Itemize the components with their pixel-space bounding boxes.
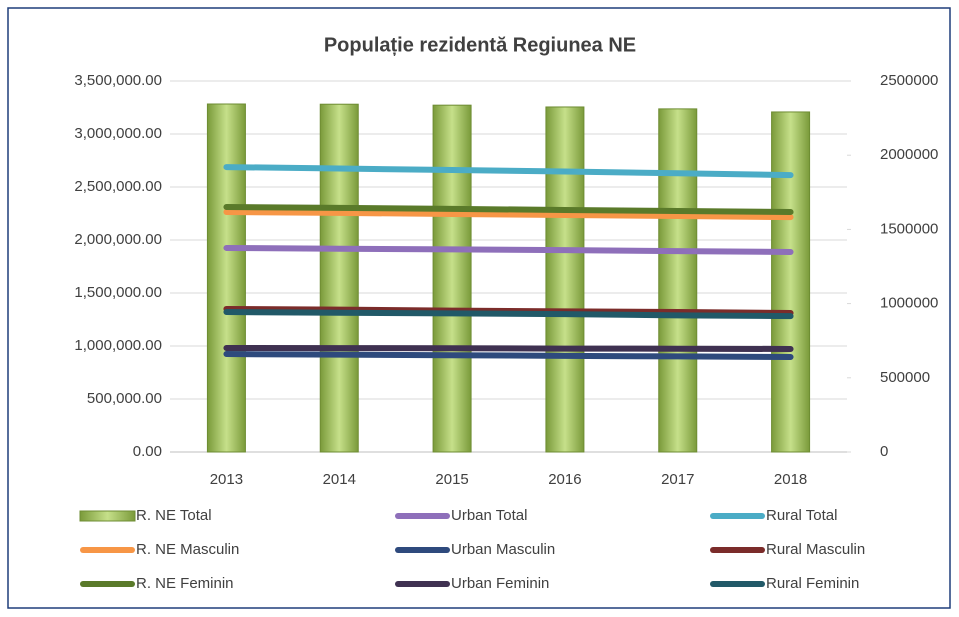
legend-label: R. NE Total xyxy=(136,507,212,524)
bar xyxy=(658,108,698,453)
bar xyxy=(206,103,246,453)
bar xyxy=(319,103,359,453)
y-tick-label: 3,500,000.00 xyxy=(74,72,162,89)
x-tick-label: 2013 xyxy=(210,471,243,488)
line-series xyxy=(223,351,794,361)
line-series xyxy=(223,203,794,216)
chart-title: Populație rezidentă Regiunea NE xyxy=(324,34,636,56)
y-tick-label: 1,500,000.00 xyxy=(74,284,162,301)
y2-tick-label: 1500000 xyxy=(880,220,938,237)
y-tick-label: 1,000,000.00 xyxy=(74,337,162,354)
line-series xyxy=(223,344,794,353)
y-tick-label: 0.00 xyxy=(133,443,162,460)
legend-label: Rural Masculin xyxy=(766,541,865,558)
bar xyxy=(771,111,811,453)
line-series xyxy=(223,164,794,179)
legend-label: R. NE Masculin xyxy=(136,541,239,558)
x-tick-label: 2016 xyxy=(548,471,581,488)
y2-tick-label: 2000000 xyxy=(880,146,938,163)
y2-tick-label: 0 xyxy=(880,443,888,460)
legend-swatch xyxy=(79,510,136,522)
y2-tick-label: 500000 xyxy=(880,369,930,386)
y2-tick-label: 1000000 xyxy=(880,295,938,312)
x-tick-label: 2017 xyxy=(661,471,694,488)
x-tick-label: 2018 xyxy=(774,471,807,488)
legend-label: Urban Feminin xyxy=(451,575,549,592)
x-tick-label: 2014 xyxy=(323,471,356,488)
line-series xyxy=(223,244,794,255)
x-tick-label: 2015 xyxy=(435,471,468,488)
legend-label: Rural Feminin xyxy=(766,575,859,592)
y-tick-label: 500,000.00 xyxy=(87,390,162,407)
legend-label: R. NE Feminin xyxy=(136,575,234,592)
bar xyxy=(432,104,472,453)
legend-label: Rural Total xyxy=(766,507,837,524)
line-series xyxy=(223,309,794,320)
bar xyxy=(545,106,585,453)
y-tick-label: 2,000,000.00 xyxy=(74,231,162,248)
line-series xyxy=(223,209,794,221)
y-tick-label: 2,500,000.00 xyxy=(74,178,162,195)
legend-label: Urban Total xyxy=(451,507,527,524)
legend-label: Urban Masculin xyxy=(451,541,555,558)
y-tick-label: 3,000,000.00 xyxy=(74,125,162,142)
y2-tick-label: 2500000 xyxy=(880,72,938,89)
